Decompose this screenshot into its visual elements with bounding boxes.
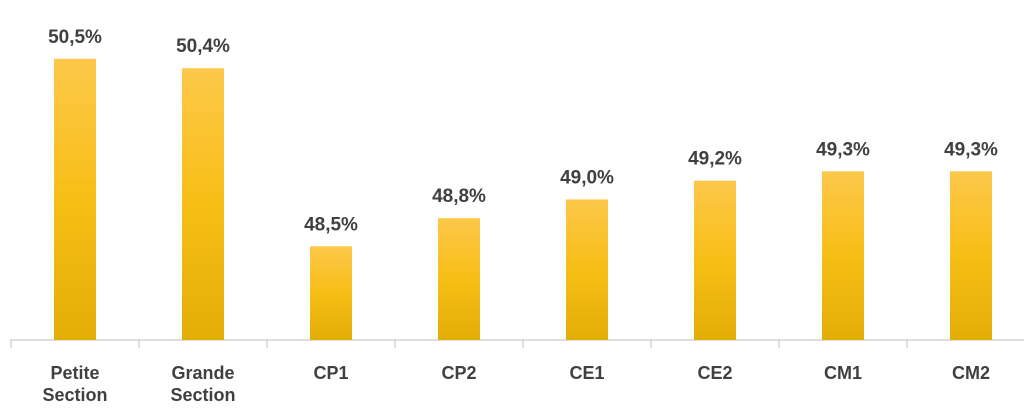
data-label: 49,3%: [944, 139, 998, 160]
x-tick-label: CE1: [569, 363, 605, 383]
data-label: 49,0%: [560, 167, 614, 188]
bar: [950, 171, 992, 340]
data-label: 49,3%: [816, 139, 870, 160]
bar: [566, 199, 608, 340]
bar: [182, 68, 224, 340]
data-label: 48,5%: [304, 214, 358, 235]
x-tick-label: CP1: [313, 363, 349, 383]
x-tick-label: Petite Section: [42, 363, 108, 405]
x-tick-label: CM1: [823, 363, 862, 383]
bar: [822, 171, 864, 340]
x-tick-label: CP2: [441, 363, 477, 383]
bar: [54, 58, 96, 340]
bar: [310, 246, 352, 340]
bar: [438, 218, 480, 340]
x-tick-label: CE2: [697, 363, 733, 383]
data-label: 50,4%: [176, 36, 230, 57]
x-tick-label: CM2: [951, 363, 990, 383]
bar: [694, 180, 736, 340]
x-tick-label: Grande Section: [170, 363, 236, 405]
data-label: 50,5%: [48, 27, 102, 48]
data-label: 49,2%: [688, 149, 742, 170]
data-label: 48,8%: [432, 186, 486, 207]
